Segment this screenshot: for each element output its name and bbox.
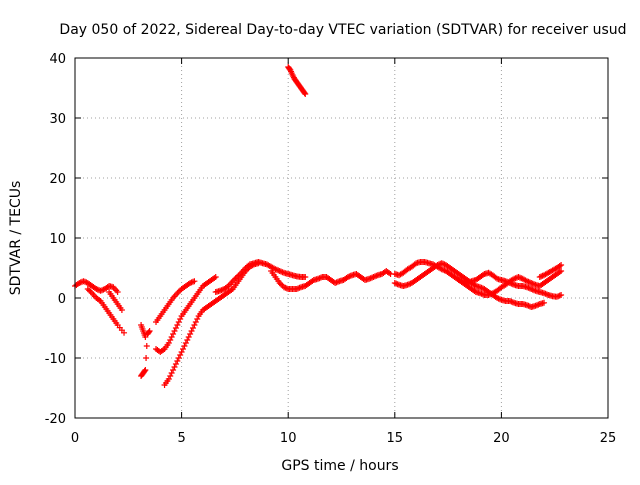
data-point [86,287,93,294]
data-point [185,334,192,340]
series-trace-late-c [455,268,565,298]
data-point [189,325,196,331]
tick-labels-layer: 0 5 10 15 20 25 -20 -10 0 10 20 30 40 [45,52,617,446]
x-tick-label: 20 [493,431,510,446]
data-point [558,262,565,268]
data-point [558,268,565,274]
series-trace-early-b [84,286,128,336]
y-tick-label: 0 [58,292,66,307]
data-point [121,329,128,336]
data-point [170,367,177,373]
ticks-layer [74,57,609,419]
y-axis-label: SDTVAR / TECUs [8,181,24,296]
data-point [231,276,238,283]
series-trace-late-d [536,262,565,280]
data-point [142,334,149,340]
data-point [194,316,201,322]
points-layer [72,64,565,388]
data-point [187,331,194,337]
data-point [181,343,188,349]
series-trace-rise-b [153,274,219,355]
data-point [142,367,149,373]
data-point [172,325,179,331]
data-point [170,331,177,337]
data-point [145,329,152,335]
series-trace-dip-b [138,322,149,340]
data-point [180,346,187,352]
data-point [168,370,175,376]
plot-frame [74,57,609,419]
series-trace-mid-b [268,268,394,292]
data-point [171,364,178,370]
data-point [175,355,182,361]
data-point [302,91,309,97]
x-tick-label: 5 [177,431,185,446]
series-trace-spike [285,64,309,97]
data-point [184,337,191,343]
data-point [143,343,150,349]
data-point [87,288,94,295]
data-point [114,289,121,295]
series-trace-mid-a [212,259,309,295]
chart-title: Day 050 of 2022, Sidereal Day-to-day VTE… [59,22,626,38]
y-tick-label: 20 [49,172,66,187]
data-point [84,286,91,292]
x-tick-label: 25 [600,431,617,446]
data-point [182,340,189,346]
data-point [143,355,150,361]
data-point [235,272,242,279]
data-point [177,316,184,322]
data-point [302,274,309,280]
data-point [174,358,181,364]
x-tick-label: 15 [387,431,404,446]
data-point [141,368,148,374]
data-point [192,319,199,325]
data-point [118,307,125,313]
series-trace-dip-a [138,328,153,379]
grid-layer [75,58,608,418]
data-point [236,271,243,278]
data-point [178,349,185,355]
data-point [191,322,198,328]
y-tick-label: 40 [49,52,66,67]
data-point [177,352,184,358]
data-point [175,288,182,295]
data-point [146,328,153,334]
data-point [212,274,219,280]
y-tick-label: -20 [45,412,66,427]
x-tick-label: 10 [280,431,297,446]
data-point [541,299,548,306]
data-point [167,373,174,379]
y-tick-label: -10 [45,352,66,367]
data-point [174,322,181,328]
data-point [171,328,178,334]
x-axis-label: GPS time / hours [281,458,398,474]
series-trace-rise-c [153,278,198,325]
data-point [191,278,198,285]
data-point [278,281,285,288]
data-point [168,334,175,340]
data-point [172,361,179,367]
x-tick-label: 0 [71,431,79,446]
data-point [175,319,182,325]
data-point [301,90,308,96]
y-tick-label: 10 [49,232,66,247]
series-trace-early-a [72,278,121,295]
y-tick-label: 30 [49,112,66,127]
data-point [167,337,174,343]
series-trace-early-c [106,289,125,313]
data-point [188,328,195,334]
data-point [558,292,565,298]
